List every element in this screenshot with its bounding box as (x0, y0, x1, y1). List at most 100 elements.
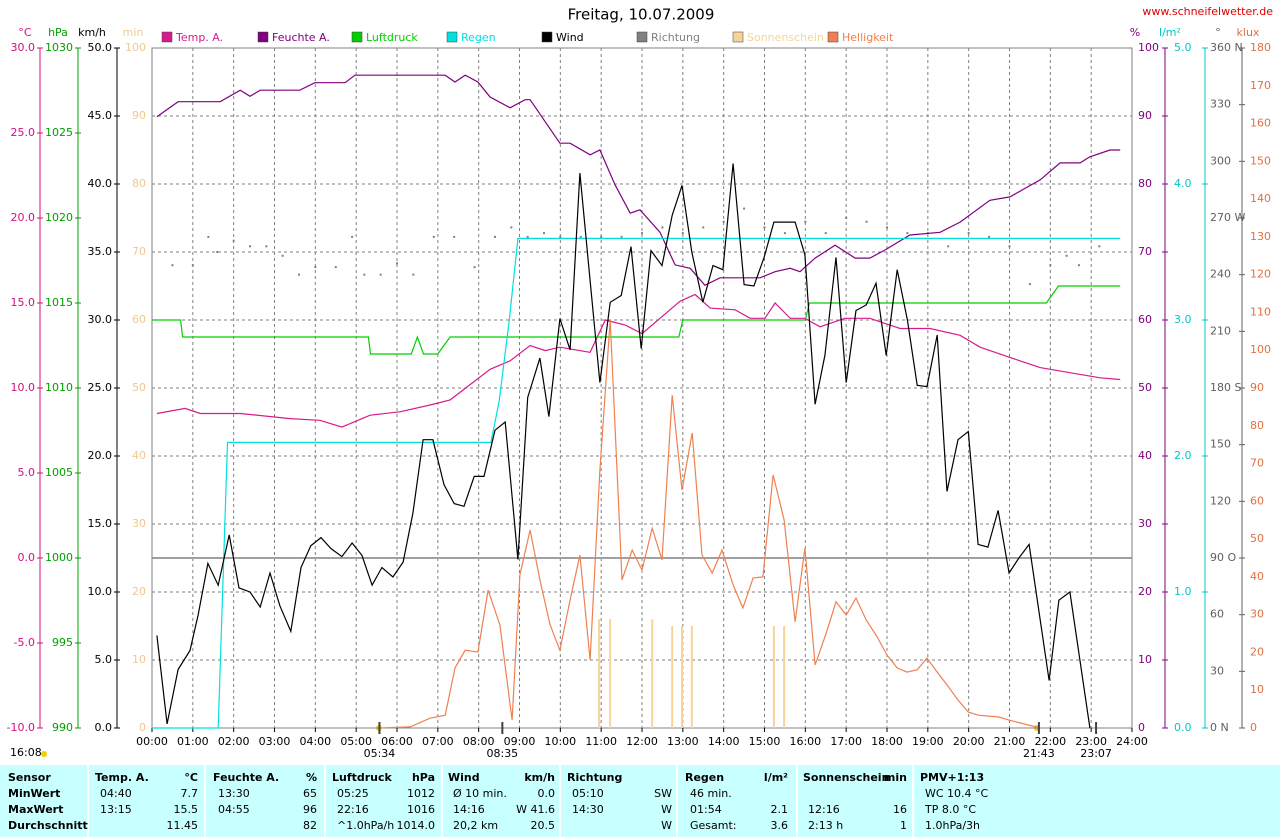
y-tick-label: 2.0 (1174, 449, 1192, 462)
y-tick-label: 90 O (1210, 551, 1236, 564)
x-tick-label: 14:00 (708, 735, 740, 748)
dot (559, 235, 562, 238)
table-header: Feuchte A. (213, 771, 279, 784)
dot (722, 220, 725, 223)
y-tick-label: 1020 (45, 211, 73, 224)
table-cell: 01:54 (690, 803, 722, 816)
axis-title: hPa (48, 26, 68, 39)
dot (232, 239, 235, 242)
table-cell: W (661, 803, 672, 816)
dot (412, 273, 415, 276)
dot (600, 235, 603, 238)
x-tick-label: 20:00 (953, 735, 985, 748)
legend-swatch (446, 31, 458, 43)
table-cell: Gesamt: (690, 819, 737, 832)
dot (1098, 245, 1101, 248)
x-tick-label: 24:00 (1116, 735, 1148, 748)
table-cell: 96 (303, 803, 317, 816)
y-tick-label: 180 S (1210, 381, 1241, 394)
y-tick-label: 0.0 (18, 551, 36, 564)
y-tick-label: 80 (1250, 419, 1264, 432)
dot (906, 232, 909, 235)
legend-label: Sonnenschein (747, 31, 824, 44)
table-unit: hPa (412, 771, 435, 784)
y-tick-label: 40 (132, 449, 146, 462)
y-tick-label: 10.0 (88, 585, 113, 598)
y-tick-label: 90 (1138, 109, 1152, 122)
dot (314, 266, 317, 269)
y-tick-label: 50 (1250, 532, 1264, 545)
series-line (152, 285, 1121, 355)
dot (265, 245, 268, 248)
table-cell: 16 (893, 803, 907, 816)
x-tick-label: 02:00 (218, 735, 250, 748)
y-tick-label: 1015 (45, 296, 73, 309)
legend-label: Temp. A. (175, 31, 223, 44)
chart-title: Freitag, 10.07.2009 (568, 6, 715, 24)
dot (171, 264, 174, 267)
x-tick-label: 04:00 (299, 735, 331, 748)
dot (191, 264, 194, 267)
y-tick-label: 990 (52, 721, 73, 734)
y-tick-label: 120 (1250, 268, 1271, 281)
y-tick-label: 70 (132, 245, 146, 258)
dot (845, 217, 848, 219)
dot (579, 235, 582, 238)
y-tick-label: 180 (1250, 41, 1271, 54)
y-tick-label: 70 (1138, 245, 1152, 258)
y-tick-label: 0 (139, 721, 146, 734)
y-tick-label: 995 (52, 636, 73, 649)
y-tick-label: 5.0 (18, 466, 36, 479)
dot (1049, 264, 1052, 267)
table-cell: ^1.0hPa/h (337, 819, 394, 832)
y-tick-label: 40 (1250, 570, 1264, 583)
table-header: Wind (448, 771, 480, 784)
y-tick-label: 50 (1138, 381, 1152, 394)
dot (967, 232, 970, 235)
table-cell: 1.0hPa/3h (925, 819, 980, 832)
series-line (156, 293, 1121, 428)
y-tick-label: 15.0 (11, 296, 36, 309)
table-cell: 1014.0 (397, 819, 436, 832)
table-cell: 0.0 (538, 787, 556, 800)
dot (886, 226, 888, 229)
source: www.schneifelwetter.de (1142, 5, 1273, 18)
table-cell: 05:10 (572, 787, 604, 800)
table-unit: min (884, 771, 907, 784)
y-tick-label: 35.0 (88, 245, 113, 258)
y-tick-label: 1010 (45, 381, 73, 394)
x-tick-label: 05:00 (340, 735, 372, 748)
y-tick-label: 90 (1250, 381, 1264, 394)
x-tick-label: 23:00 (1075, 735, 1107, 748)
bar (651, 619, 654, 728)
y-tick-label: 0.0 (1174, 721, 1192, 734)
table-cell: 11.45 (167, 819, 199, 832)
y-tick-label: 150 (1250, 154, 1271, 167)
bar (690, 626, 693, 728)
legend-swatch (257, 31, 269, 43)
table-cell: 15.5 (174, 803, 199, 816)
dot (526, 235, 529, 238)
x-tick-label: 09:00 (504, 735, 536, 748)
y-tick-label: 40.0 (88, 177, 113, 190)
y-tick-label: 1030 (45, 41, 73, 54)
legend-label: Luftdruck (366, 31, 418, 44)
table-cell: Ø 10 min. (453, 787, 507, 800)
table-cell: 7.7 (181, 787, 199, 800)
y-tick-label: 0 N (1210, 721, 1229, 734)
dot (804, 220, 807, 223)
table-header: Sensor (8, 771, 51, 784)
axis-title: °C (18, 26, 32, 39)
table-cell: 3.6 (771, 819, 789, 832)
x-tick-label: 17:00 (830, 735, 862, 748)
y-tick-label: 270 W (1210, 211, 1245, 224)
legend-swatch (636, 31, 648, 43)
bar (783, 626, 786, 728)
sun-icon (41, 751, 47, 757)
dot (824, 232, 827, 235)
table-header: Richtung (567, 771, 622, 784)
table-header: PMV+1:13 (920, 771, 984, 784)
y-tick-label: 300 (1210, 154, 1231, 167)
y-tick-label: -10.0 (7, 721, 35, 734)
